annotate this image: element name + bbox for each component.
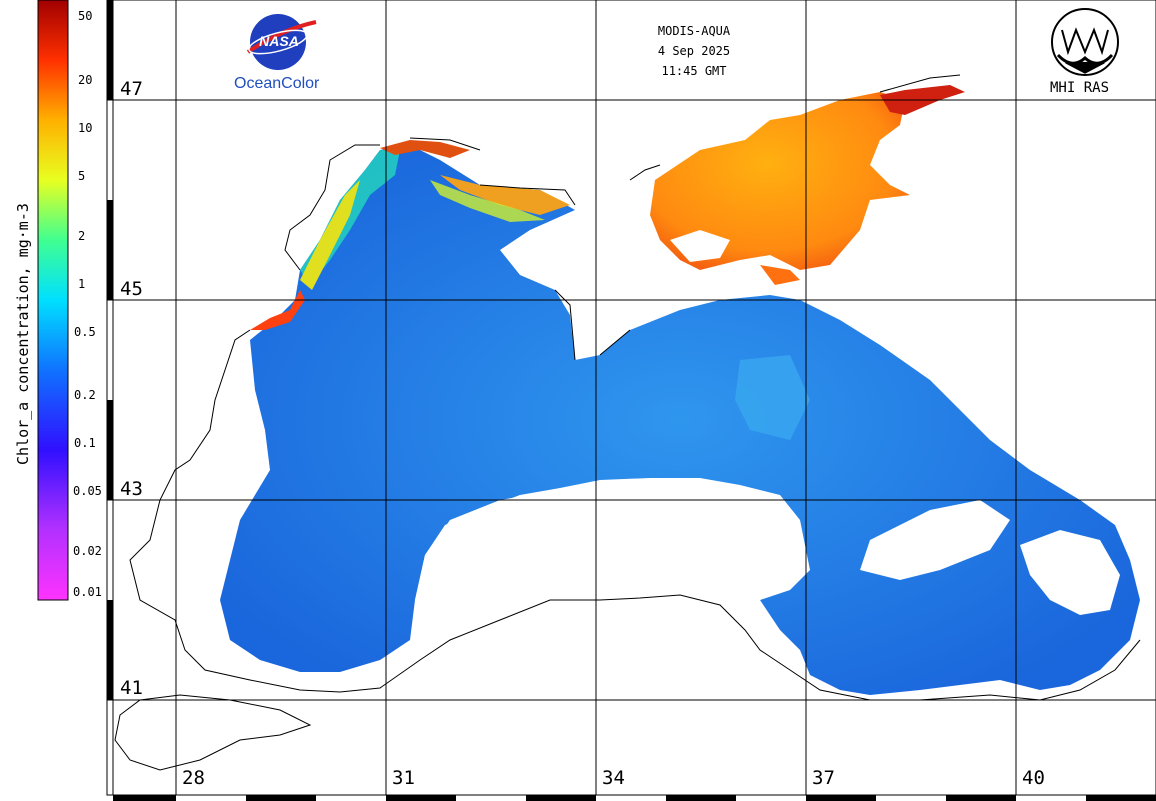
cb-tick-0.1: 0.1 xyxy=(74,436,96,450)
cb-tick-50: 50 xyxy=(78,9,93,23)
sensor-label: MODIS-AQUA xyxy=(657,24,731,38)
cb-tick-1: 1 xyxy=(78,277,86,291)
lon-label-40: 40 xyxy=(1022,767,1045,789)
mhi-logo-text: MHI RAS xyxy=(1050,80,1110,96)
cb-tick-0.2: 0.2 xyxy=(74,388,96,402)
cb-tick-0.05: 0.05 xyxy=(73,484,102,498)
lon-label-37: 37 xyxy=(812,767,835,789)
lat-label-43: 43 xyxy=(120,478,143,500)
cloud-gap xyxy=(415,480,805,650)
lat-label-45: 45 xyxy=(120,278,143,300)
azov-field xyxy=(650,92,910,270)
colorbar xyxy=(37,0,69,601)
oceancolor-logo-text: OceanColor xyxy=(234,75,320,92)
cb-tick-20: 20 xyxy=(78,73,93,87)
cb-tick-0.5: 0.5 xyxy=(74,325,96,339)
cb-tick-0.01: 0.01 xyxy=(73,585,102,599)
mhi-logo xyxy=(1051,8,1119,76)
time-label: 11:45 GMT xyxy=(661,64,727,78)
lat-label-47: 47 xyxy=(120,78,143,100)
nasa-logo xyxy=(246,14,317,70)
cb-tick-2: 2 xyxy=(78,229,86,243)
nasa-logo-text: NASA xyxy=(259,33,299,49)
lon-label-34: 34 xyxy=(602,767,625,789)
lat-label-41: 41 xyxy=(120,677,143,699)
date-label: 4 Sep 2025 xyxy=(657,44,731,58)
lon-label-28: 28 xyxy=(182,767,205,789)
cb-tick-5: 5 xyxy=(78,169,86,183)
cb-tick-0.02: 0.02 xyxy=(73,544,102,558)
lon-label-31: 31 xyxy=(392,767,415,789)
colorbar-title: Chlor_a concentration, mg·m-3 xyxy=(14,203,32,465)
cb-tick-10: 10 xyxy=(78,121,93,135)
